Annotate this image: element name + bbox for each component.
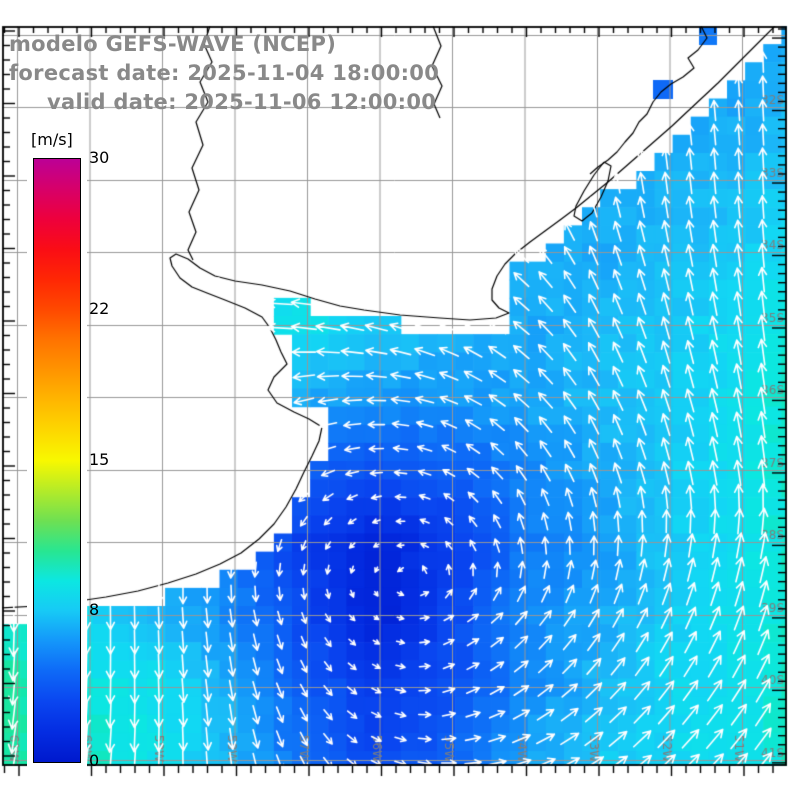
colorbar-tick-label: 30 [89,148,110,167]
colorbar-unit-label: [m/s] [31,130,73,149]
colorbar-tick-label: 8 [89,600,100,620]
colorbar-tick-label: 15 [89,449,110,469]
colorbar-tick-label: 22 [89,298,110,318]
colorbar-gradient [33,158,81,763]
colorbar-tick-label: 0 [89,751,100,770]
colorbar: 30 22 15 8 0 [27,149,109,774]
